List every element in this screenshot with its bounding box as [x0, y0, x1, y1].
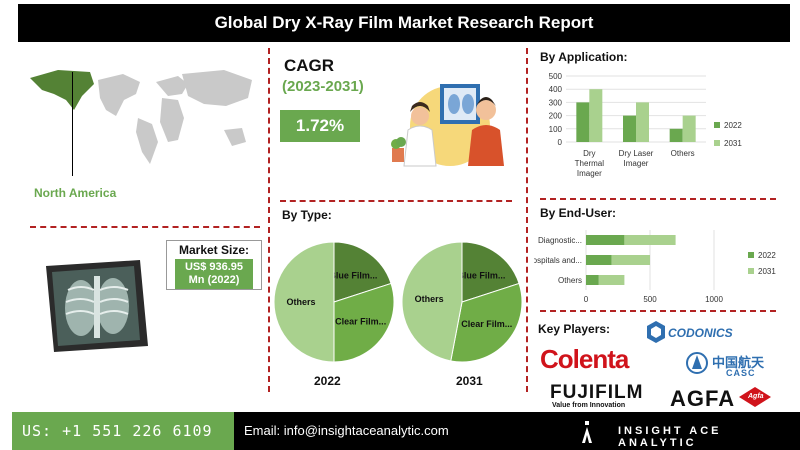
pie-2031-caption: 2031 — [456, 374, 483, 388]
bar-2022-1 — [586, 255, 612, 265]
pie-slice-label: Others — [286, 297, 315, 307]
pie-slice-label: Blue Film... — [329, 270, 377, 280]
pie-chart-2031: Blue Film... Clear Film... Others — [401, 241, 523, 363]
cagr-value: 1.72% — [280, 110, 360, 142]
y-tick-label: 100 — [549, 125, 563, 134]
codonics-logo: CODONICS — [668, 326, 733, 340]
legend-swatch-2031 — [714, 140, 720, 146]
x-tick-label: Dry Laser — [619, 149, 654, 158]
divider-vertical-1 — [268, 48, 270, 392]
by-end-user-title: By End-User: — [540, 206, 617, 220]
pie-slice-1 — [333, 282, 395, 363]
casc-logo-text: CASC — [726, 368, 756, 378]
cagr-years: (2023-2031) — [282, 78, 364, 95]
insight-ace-logo-icon — [582, 421, 592, 443]
bar-2031-0 — [624, 235, 676, 245]
bar-2031-1 — [611, 255, 650, 265]
key-players-title: Key Players: — [538, 322, 611, 336]
agfa-logo: AGFA — [670, 386, 736, 411]
bar-2022-2 — [669, 128, 683, 142]
x-tick-label: Imager — [624, 159, 649, 168]
chest-xray-image — [46, 260, 148, 352]
pie-slice-2 — [401, 241, 463, 362]
legend-swatch-2031 — [748, 268, 754, 274]
footer-bar: Email: info@insightaceanalytic.com INSIG… — [234, 412, 800, 450]
north-america-shape — [30, 70, 94, 110]
y-tick-label: Others — [558, 276, 582, 285]
pie-slice-label: Clear Film... — [335, 316, 386, 326]
divider-right-2 — [540, 310, 776, 312]
by-type-title: By Type: — [282, 208, 332, 222]
report-title: Global Dry X-Ray Film Market Research Re… — [18, 4, 790, 42]
y-tick-label: Hospitals and... — [534, 256, 582, 265]
region-pointer-line — [72, 72, 73, 176]
bar-2031-2 — [682, 115, 696, 142]
casc-logo-chinese: 中国航天 — [712, 355, 765, 370]
y-tick-label: 500 — [549, 72, 563, 81]
pie-slice-label: Blue Film... — [457, 270, 505, 280]
end-user-bar-chart: 0 500 1000 Diagnostic... Hospitals and... Oth… — [534, 230, 776, 304]
legend-label-2031: 2031 — [758, 267, 776, 276]
y-tick-label: 200 — [549, 112, 563, 121]
cagr-title: CAGR — [284, 56, 335, 75]
x-tick-label: Others — [671, 149, 695, 158]
world-map — [30, 70, 252, 164]
pie-slice-2 — [273, 241, 335, 363]
bar-2031-0 — [589, 89, 603, 142]
fujifilm-logo: FUJIFILM — [550, 382, 644, 403]
casc-logo-mark — [686, 352, 708, 374]
bar-2022-0 — [576, 102, 590, 142]
pie-chart-2022: Blue Film... Clear Film... Others — [273, 241, 395, 363]
bar-2022-0 — [586, 235, 625, 245]
divider-left — [30, 226, 260, 228]
y-tick-label: Diagnostic... — [538, 236, 582, 245]
pie-2022-caption: 2022 — [314, 374, 341, 388]
x-tick-label: 500 — [643, 295, 657, 304]
doctors-illustration — [391, 84, 504, 167]
pie-slice-0 — [461, 241, 520, 303]
pie-slice-0 — [333, 241, 392, 303]
legend-swatch-2022 — [714, 122, 720, 128]
bar-2031-1 — [636, 102, 649, 142]
legend-label-2022: 2022 — [724, 121, 742, 130]
by-application-title: By Application: — [540, 50, 628, 64]
y-tick-label: 300 — [549, 98, 563, 107]
footer-brand: INSIGHT ACE ANALYTIC — [618, 425, 722, 449]
x-tick-label: 0 — [584, 295, 589, 304]
bar-2031-2 — [598, 275, 625, 285]
pie-slice-1 — [450, 282, 523, 363]
codonics-logo-mark — [647, 321, 665, 343]
pie-slice-label: Clear Film... — [461, 319, 512, 329]
fujifilm-tagline: Value from Innovation — [552, 402, 626, 409]
divider-vertical-2 — [526, 48, 528, 392]
x-tick-label: Dry — [583, 149, 595, 158]
x-tick-label: Imager — [577, 169, 602, 178]
market-size-box: Market Size: US$ 936.95 Mn (2022) — [166, 240, 262, 290]
market-size-title: Market Size: — [178, 243, 250, 257]
x-tick-label: 1000 — [705, 295, 723, 304]
bar-2022-2 — [586, 275, 599, 285]
divider-middle — [280, 200, 512, 202]
pie-slice-label: Others — [415, 294, 444, 304]
colenta-logo: Colenta — [540, 344, 629, 374]
x-tick-label: Thermal — [575, 159, 605, 168]
divider-right-1 — [540, 198, 776, 200]
market-size-value-line1: US$ 936.95 — [184, 261, 244, 273]
market-size-value-line2: Mn (2022) — [188, 274, 240, 286]
y-tick-label: 400 — [549, 85, 563, 94]
agfa-logo-mark — [739, 387, 771, 407]
agfa-logo-mark-text: Agfa — [748, 393, 764, 400]
footer-email[interactable]: Email: info@insightaceanalytic.com — [244, 423, 449, 438]
y-tick-label: 0 — [558, 138, 563, 147]
legend-label-2031: 2031 — [724, 139, 742, 148]
legend-label-2022: 2022 — [758, 251, 776, 260]
legend-swatch-2022 — [748, 252, 754, 258]
bar-2022-1 — [623, 115, 636, 142]
footer-phone[interactable]: US: +1 551 226 6109 — [12, 412, 234, 450]
market-size-value: US$ 936.95 Mn (2022) — [175, 259, 253, 289]
region-label: North America — [34, 186, 117, 200]
